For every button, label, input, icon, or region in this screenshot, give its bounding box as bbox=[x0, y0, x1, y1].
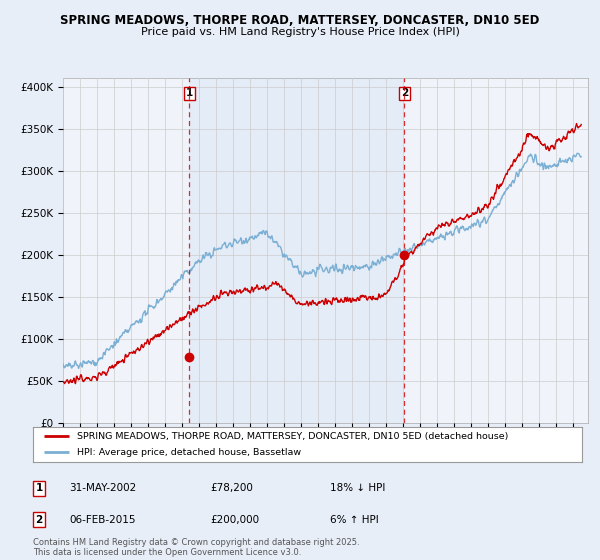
Text: 18% ↓ HPI: 18% ↓ HPI bbox=[330, 483, 385, 493]
Text: Price paid vs. HM Land Registry's House Price Index (HPI): Price paid vs. HM Land Registry's House … bbox=[140, 27, 460, 37]
Text: 2: 2 bbox=[401, 88, 408, 99]
Text: 31-MAY-2002: 31-MAY-2002 bbox=[69, 483, 136, 493]
Text: £200,000: £200,000 bbox=[210, 515, 259, 525]
Text: HPI: Average price, detached house, Bassetlaw: HPI: Average price, detached house, Bass… bbox=[77, 448, 301, 457]
Text: SPRING MEADOWS, THORPE ROAD, MATTERSEY, DONCASTER, DN10 5ED (detached house): SPRING MEADOWS, THORPE ROAD, MATTERSEY, … bbox=[77, 432, 508, 441]
Text: Contains HM Land Registry data © Crown copyright and database right 2025.
This d: Contains HM Land Registry data © Crown c… bbox=[33, 538, 359, 557]
Text: 1: 1 bbox=[185, 88, 193, 99]
Text: 2: 2 bbox=[35, 515, 43, 525]
Bar bbox=[189, 78, 404, 423]
Text: 1: 1 bbox=[35, 483, 43, 493]
Text: SPRING MEADOWS, THORPE ROAD, MATTERSEY, DONCASTER, DN10 5ED: SPRING MEADOWS, THORPE ROAD, MATTERSEY, … bbox=[61, 14, 539, 27]
Text: 6% ↑ HPI: 6% ↑ HPI bbox=[330, 515, 379, 525]
Text: 06-FEB-2015: 06-FEB-2015 bbox=[69, 515, 136, 525]
Text: £78,200: £78,200 bbox=[210, 483, 253, 493]
